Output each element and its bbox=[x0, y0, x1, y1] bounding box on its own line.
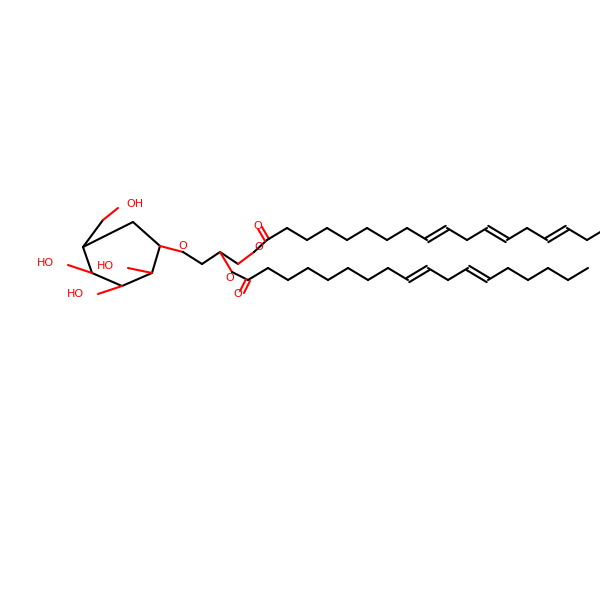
Text: OH: OH bbox=[126, 199, 143, 209]
Text: O: O bbox=[254, 221, 262, 231]
Text: O: O bbox=[254, 242, 263, 252]
Text: O: O bbox=[226, 273, 235, 283]
Text: O: O bbox=[179, 241, 187, 251]
Text: O: O bbox=[233, 289, 242, 299]
Text: HO: HO bbox=[37, 258, 54, 268]
Text: HO: HO bbox=[97, 261, 114, 271]
Text: HO: HO bbox=[67, 289, 84, 299]
